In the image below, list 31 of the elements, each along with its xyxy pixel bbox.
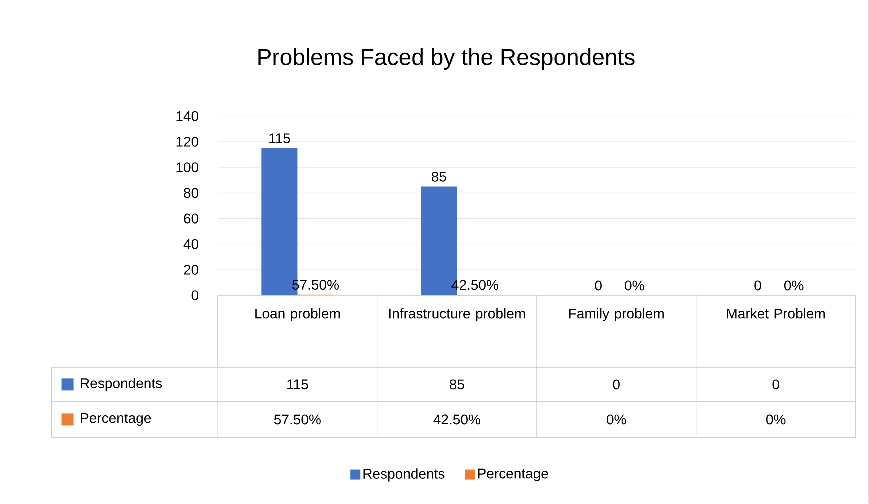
legend-label: Respondents <box>81 378 162 392</box>
data-label: 0 <box>772 380 780 390</box>
y-tick-label: 80 <box>184 188 199 198</box>
data-label: 115 <box>288 380 308 390</box>
x-tick-label: Loan problem <box>256 308 340 322</box>
data-label: 42.50% <box>434 414 480 425</box>
x-tick-label: Family problem <box>569 308 664 322</box>
y-tick-label: 140 <box>176 112 199 122</box>
y-tick-label: 0 <box>192 290 199 301</box>
y-tick-label: 120 <box>176 137 199 148</box>
data-label: 57.50% <box>274 414 321 425</box>
text: 0 <box>595 280 602 291</box>
text: 85 <box>432 172 446 182</box>
text: 115 <box>270 134 290 144</box>
text: 0 <box>754 280 762 291</box>
text: Respondents <box>364 468 445 482</box>
y-tick-label: 60 <box>184 214 199 224</box>
data-label: 0 <box>613 380 620 390</box>
chart-title: Problems Faced by the Respondents <box>258 48 635 70</box>
y-tick-label: 40 <box>184 240 199 250</box>
data-label: 0% <box>607 414 626 425</box>
data-label: 85 <box>450 380 464 390</box>
text: 0% <box>784 280 804 291</box>
x-tick-label: Market Problem <box>727 308 825 319</box>
x-tick-label: Infrastructure problem <box>389 308 526 322</box>
legend-label: Percentage <box>478 469 548 482</box>
text: 0% <box>625 280 644 291</box>
data-label: 0% <box>766 414 786 425</box>
y-tick-label: 20 <box>184 265 199 276</box>
text: Percentage <box>81 414 152 426</box>
y-tick-label: 100 <box>176 162 199 173</box>
